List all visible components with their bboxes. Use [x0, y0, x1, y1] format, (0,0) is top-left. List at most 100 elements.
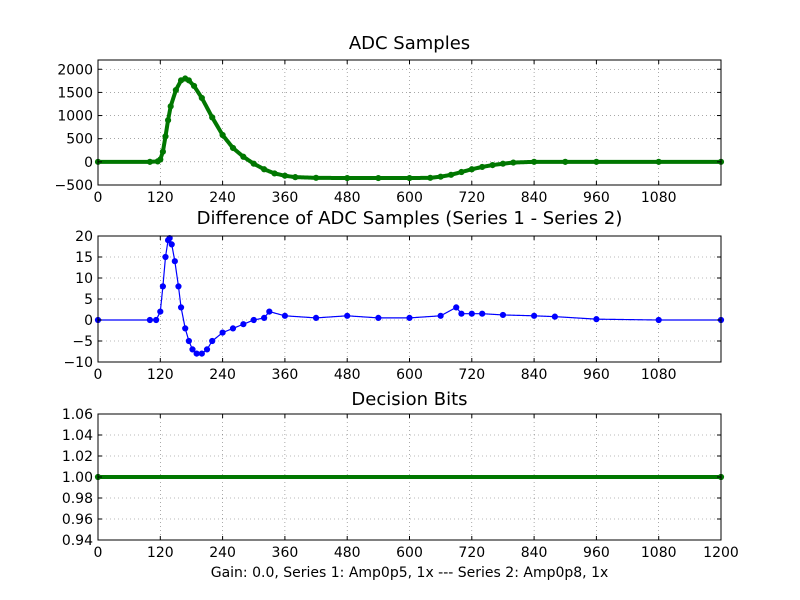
x-tick-label: 840 [521, 545, 548, 561]
x-tick-label: 120 [147, 545, 174, 561]
x-tick-label: 960 [583, 367, 610, 383]
y-tick-label: 0.96 [62, 512, 93, 528]
data-point [190, 82, 198, 90]
data-point [437, 173, 444, 180]
decision-bits-title: Decision Bits [351, 389, 467, 410]
data-point [229, 144, 237, 152]
data-point [198, 94, 205, 102]
data-point [655, 158, 662, 165]
y-tick-label: 0.94 [62, 533, 93, 549]
y-tick-label: 5 [84, 292, 93, 308]
data-point [219, 329, 226, 336]
data-point [266, 308, 273, 315]
data-point [447, 171, 455, 178]
x-tick-label: 240 [209, 545, 236, 561]
data-point [171, 258, 178, 265]
subplot-adc-samples: ADC Samples 0 120 240 360 480 600 720 840 960 108… [55, 33, 725, 206]
x-tick-label: 720 [458, 190, 485, 206]
data-point [172, 86, 179, 94]
y-tick-label: 0.98 [62, 491, 93, 507]
decision-bits-xlabel: Gain: 0.0, Series 1: Amp0p5, 1x --- Seri… [211, 565, 609, 581]
x-tick-label: 1200 [703, 545, 739, 561]
data-point [344, 312, 351, 319]
x-tick-label: 240 [209, 190, 236, 206]
x-tick-label: 720 [458, 545, 485, 561]
x-tick-label: 1080 [641, 367, 677, 383]
x-tick-label: 360 [272, 190, 299, 206]
y-tick-label: 1.06 [62, 407, 93, 423]
x-tick-label: 480 [334, 545, 361, 561]
data-point [209, 114, 216, 121]
data-point [499, 311, 507, 319]
data-point [209, 337, 216, 345]
y-tick-label: 20 [75, 229, 93, 245]
x-tick-label: 360 [272, 367, 299, 383]
data-point [240, 321, 247, 328]
data-point [167, 103, 174, 110]
difference-plot-area: 0 120 240 360 480 600 720 840 960 1080 −10 −5 0 5 10 15… [63, 229, 725, 383]
data-point [261, 166, 268, 173]
x-tick-label: 960 [583, 190, 610, 206]
data-point [453, 304, 460, 311]
y-tick-label: −5 [72, 334, 93, 350]
data-point [468, 310, 475, 317]
y-tick-label: 1000 [57, 109, 93, 125]
data-point [250, 316, 257, 324]
x-tick-label: 480 [334, 190, 361, 206]
x-tick-label: 600 [396, 367, 423, 383]
x-tick-label: 0 [94, 367, 103, 383]
y-tick-label: 1.00 [62, 470, 93, 486]
axes-frame [97, 235, 722, 363]
data-point [499, 160, 507, 167]
data-point [185, 337, 192, 345]
data-point [146, 316, 154, 324]
y-tick-label: 1.04 [62, 428, 93, 444]
data-point [193, 350, 200, 357]
data-point [159, 283, 166, 290]
y-tick-label: 0 [84, 155, 93, 171]
data-point [153, 316, 160, 324]
data-point [177, 304, 185, 311]
data-point [175, 283, 182, 290]
adc-samples-plot-area: 0 120 240 360 480 600 720 840 960 1080−5000500100… [55, 59, 725, 206]
data-point [406, 174, 413, 182]
data-point [146, 158, 154, 165]
data-point [551, 313, 558, 320]
data-point [531, 312, 538, 319]
data-point [189, 346, 196, 353]
x-tick-label: 600 [396, 545, 423, 561]
data-point [185, 77, 192, 84]
data-point [182, 325, 189, 332]
data-point [375, 174, 382, 182]
x-tick-label: 960 [583, 545, 610, 561]
data-point [229, 325, 237, 332]
data-point [240, 153, 247, 160]
data-point [281, 172, 288, 179]
data-point [162, 133, 169, 140]
data-point [489, 161, 496, 169]
data-point [593, 158, 600, 165]
difference-title: Difference of ADC Samples (Series 1 - Se… [197, 208, 623, 229]
data-point [562, 158, 569, 165]
data-point [203, 346, 211, 353]
data-point [164, 117, 172, 124]
data-point [406, 314, 413, 321]
x-tick-label: 840 [521, 190, 548, 206]
data-point [593, 316, 600, 323]
y-tick-label: 1500 [57, 85, 93, 101]
data-point [157, 156, 164, 163]
x-tick-label: 120 [147, 367, 174, 383]
data-point [468, 166, 475, 173]
x-tick-label: 240 [209, 367, 236, 383]
data-point [458, 168, 465, 176]
data-point [510, 159, 517, 166]
decision-bits-plot-area: 0 120 240 360 480 600 720 840 960 1080 1200 0.94 0.9… [62, 407, 739, 561]
data-point [437, 312, 444, 319]
data-point [312, 314, 320, 321]
x-tick-label: 600 [396, 190, 423, 206]
data-point [168, 241, 175, 248]
data-point [344, 174, 351, 182]
y-tick-label: 1.02 [62, 449, 93, 465]
y-tick-label: 15 [75, 250, 93, 266]
data-point [531, 158, 538, 165]
